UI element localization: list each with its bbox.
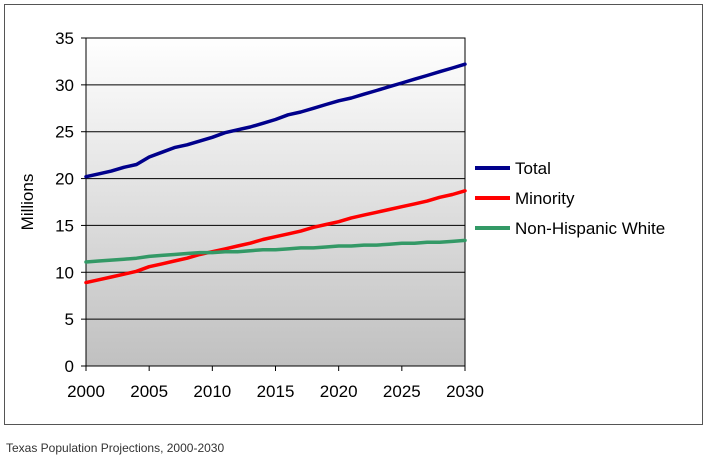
x-tick-label: 2025 [383, 382, 421, 401]
legend-label: Total [515, 159, 551, 178]
chart-frame: 0 5 10 15 20 25 30 35 2000 2005 2010 2015 2020 2025 2… [4, 4, 703, 425]
x-tick-label: 2010 [193, 382, 231, 401]
x-tick-label: 2020 [320, 382, 358, 401]
legend-label: Minority [515, 189, 575, 208]
y-axis: 0 5 10 15 20 25 30 35 [55, 29, 86, 376]
y-tick-label: 20 [55, 170, 74, 189]
y-tick-label: 35 [55, 29, 74, 48]
y-tick-label: 10 [55, 263, 74, 282]
grid-lines [86, 84, 465, 320]
y-axis-title: Millions [18, 174, 37, 231]
x-tick-label: 2000 [67, 382, 105, 401]
y-tick-label: 15 [55, 216, 74, 235]
series-lines [84, 62, 467, 285]
x-tick-label: 2030 [446, 382, 484, 401]
y-tick-label: 5 [65, 310, 74, 329]
series-line-minority [84, 189, 467, 285]
series-line-non-hispanic-white [84, 238, 467, 264]
plot-area [85, 37, 466, 367]
series-line-total [84, 62, 467, 179]
y-tick-label: 0 [65, 357, 74, 376]
x-tick-label: 2005 [130, 382, 168, 401]
y-tick-label: 30 [55, 76, 74, 95]
chart-caption: Texas Population Projections, 2000-2030 [6, 441, 225, 455]
x-axis: 2000 2005 2010 2015 2020 2025 2030 [67, 366, 484, 401]
legend: Total Minority Non-Hispanic White [475, 159, 665, 238]
y-tick-label: 25 [55, 123, 74, 142]
legend-label: Non-Hispanic White [515, 219, 665, 238]
x-tick-label: 2015 [257, 382, 295, 401]
